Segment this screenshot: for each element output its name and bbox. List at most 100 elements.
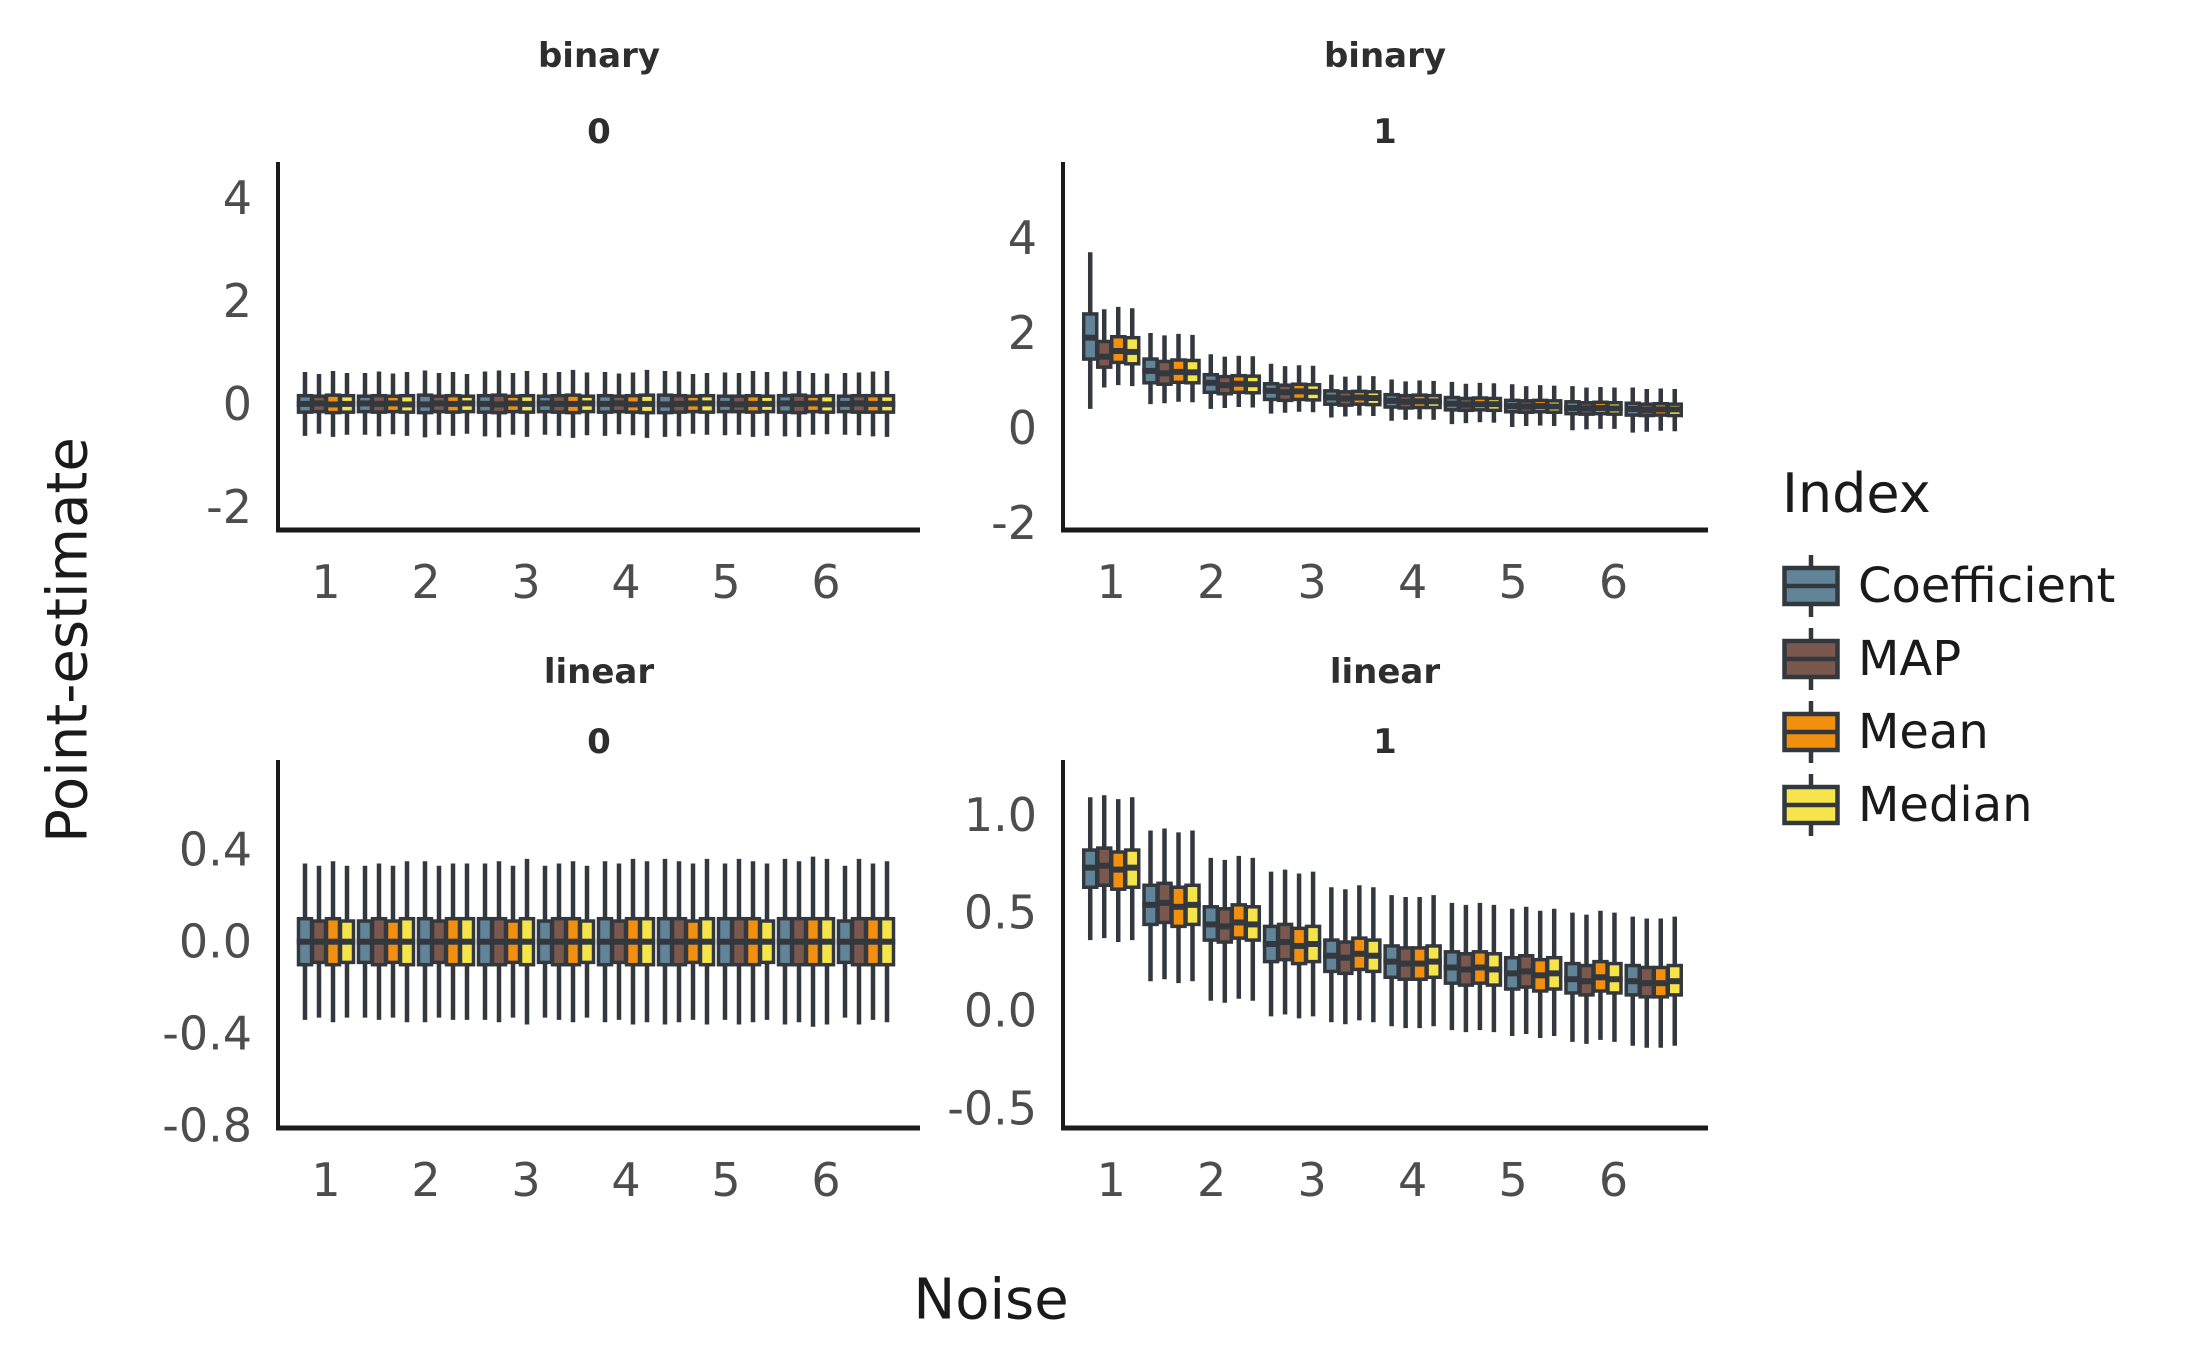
median-line: [578, 400, 596, 407]
series-Mean: [1109, 799, 1669, 1048]
y-tick-label: 4: [1008, 211, 1037, 265]
x-tick-label: 5: [1498, 555, 1527, 609]
x-tick-label: 5: [1498, 1153, 1527, 1207]
y-tick-label: 1.0: [964, 788, 1037, 842]
median-line: [444, 400, 462, 407]
x-tick-label: 2: [411, 1153, 440, 1207]
median-line: [1624, 405, 1641, 412]
median-line: [1517, 968, 1535, 975]
median-line: [684, 938, 702, 945]
median-line: [1503, 403, 1521, 410]
x-tick-label: 6: [1599, 1153, 1628, 1207]
median-line: [1262, 941, 1280, 947]
median-line: [1351, 950, 1368, 957]
median-line: [550, 400, 568, 407]
median-line: [1411, 960, 1428, 967]
median-line: [1592, 404, 1609, 411]
median-line: [550, 938, 568, 945]
median-line: [1081, 334, 1099, 341]
median-line: [1397, 960, 1414, 967]
median-line: [730, 401, 748, 408]
median-line: [1323, 952, 1340, 959]
strip-label-row-binary-left: binary: [537, 36, 661, 76]
median-line: [1365, 952, 1382, 959]
median-line: [758, 400, 776, 407]
median-line: [1638, 980, 1655, 987]
median-line: [850, 400, 868, 407]
boxplot-key-icon: [1782, 700, 1840, 763]
median-line: [338, 400, 356, 407]
median-line: [836, 938, 854, 945]
median-line: [518, 938, 536, 945]
median-line: [716, 400, 734, 407]
series-Mean: [324, 856, 882, 1027]
median-line: [536, 938, 554, 945]
legend-item-map: MAP: [1780, 622, 2115, 695]
boxplot-key-icon: [1782, 627, 1840, 690]
median-line: [444, 938, 462, 945]
median-line: [1606, 976, 1623, 983]
median-line: [1216, 382, 1234, 389]
x-tick-label: 2: [411, 555, 440, 609]
median-line: [1531, 403, 1549, 410]
median-line: [564, 400, 582, 407]
median-line: [684, 400, 702, 407]
median-line: [1564, 976, 1581, 983]
median-line: [1202, 921, 1220, 928]
median-line: [1304, 388, 1322, 395]
median-line: [596, 938, 614, 945]
median-line: [564, 938, 582, 945]
median-line: [638, 400, 656, 407]
y-tick-label: 0.0: [964, 984, 1037, 1038]
y-tick-label: 2: [1008, 306, 1037, 360]
y-tick-label: -2: [991, 496, 1037, 550]
median-line: [356, 400, 374, 407]
median-line: [1564, 404, 1581, 411]
y-axis-title: Point-estimate: [35, 437, 101, 843]
median-line: [1184, 901, 1201, 908]
median-line: [370, 938, 388, 945]
median-line: [624, 938, 642, 945]
y-tick-label: 0: [223, 377, 252, 431]
median-line: [878, 400, 896, 407]
median-line: [1443, 400, 1461, 407]
panel-binary-0: 4 2 0 -2 1 2 3 4 5 6: [206, 162, 920, 609]
strip-label-col-0-bottom: 0: [587, 722, 611, 762]
median-line: [758, 938, 776, 945]
median-line: [1323, 394, 1340, 401]
panel-linear-0: 0.4 0.0 -0.4 -0.8 1 2 3 4 5 6: [162, 760, 920, 1207]
median-line: [476, 400, 494, 407]
x-tick-label: 6: [811, 1153, 840, 1207]
median-line: [1142, 367, 1159, 374]
x-tick-label: 4: [1398, 1153, 1427, 1207]
median-line: [1666, 978, 1683, 985]
y-tick-label: -0.5: [947, 1081, 1037, 1135]
median-line: [1337, 954, 1354, 961]
median-line: [1383, 397, 1400, 404]
x-tick-label: 3: [1298, 555, 1327, 609]
median-line: [670, 400, 688, 407]
median-line: [1081, 864, 1099, 871]
median-line: [504, 400, 522, 407]
panel-binary-1: 4 2 0 -2 1 2 3 4 5 6: [991, 162, 1708, 609]
legend-item-label: Mean: [1858, 703, 1989, 760]
panel-linear-1: 1.0 0.5 0.0 -0.5 1 2 3 4 5 6: [947, 760, 1708, 1207]
median-line: [1383, 958, 1400, 965]
median-line: [398, 938, 416, 945]
median-line: [490, 401, 508, 408]
median-line: [1184, 369, 1201, 376]
median-line: [1109, 866, 1127, 873]
legend-item-mean: Mean: [1780, 695, 2115, 768]
median-line: [1337, 395, 1354, 402]
median-line: [296, 938, 314, 945]
series-Median: [1123, 797, 1683, 1046]
median-line: [1244, 921, 1262, 928]
median-line: [490, 938, 508, 945]
median-line: [698, 400, 716, 407]
x-tick-label: 6: [1599, 555, 1628, 609]
median-line: [776, 400, 794, 407]
median-line: [1351, 394, 1368, 401]
median-line: [430, 400, 448, 407]
median-line: [1156, 370, 1173, 377]
